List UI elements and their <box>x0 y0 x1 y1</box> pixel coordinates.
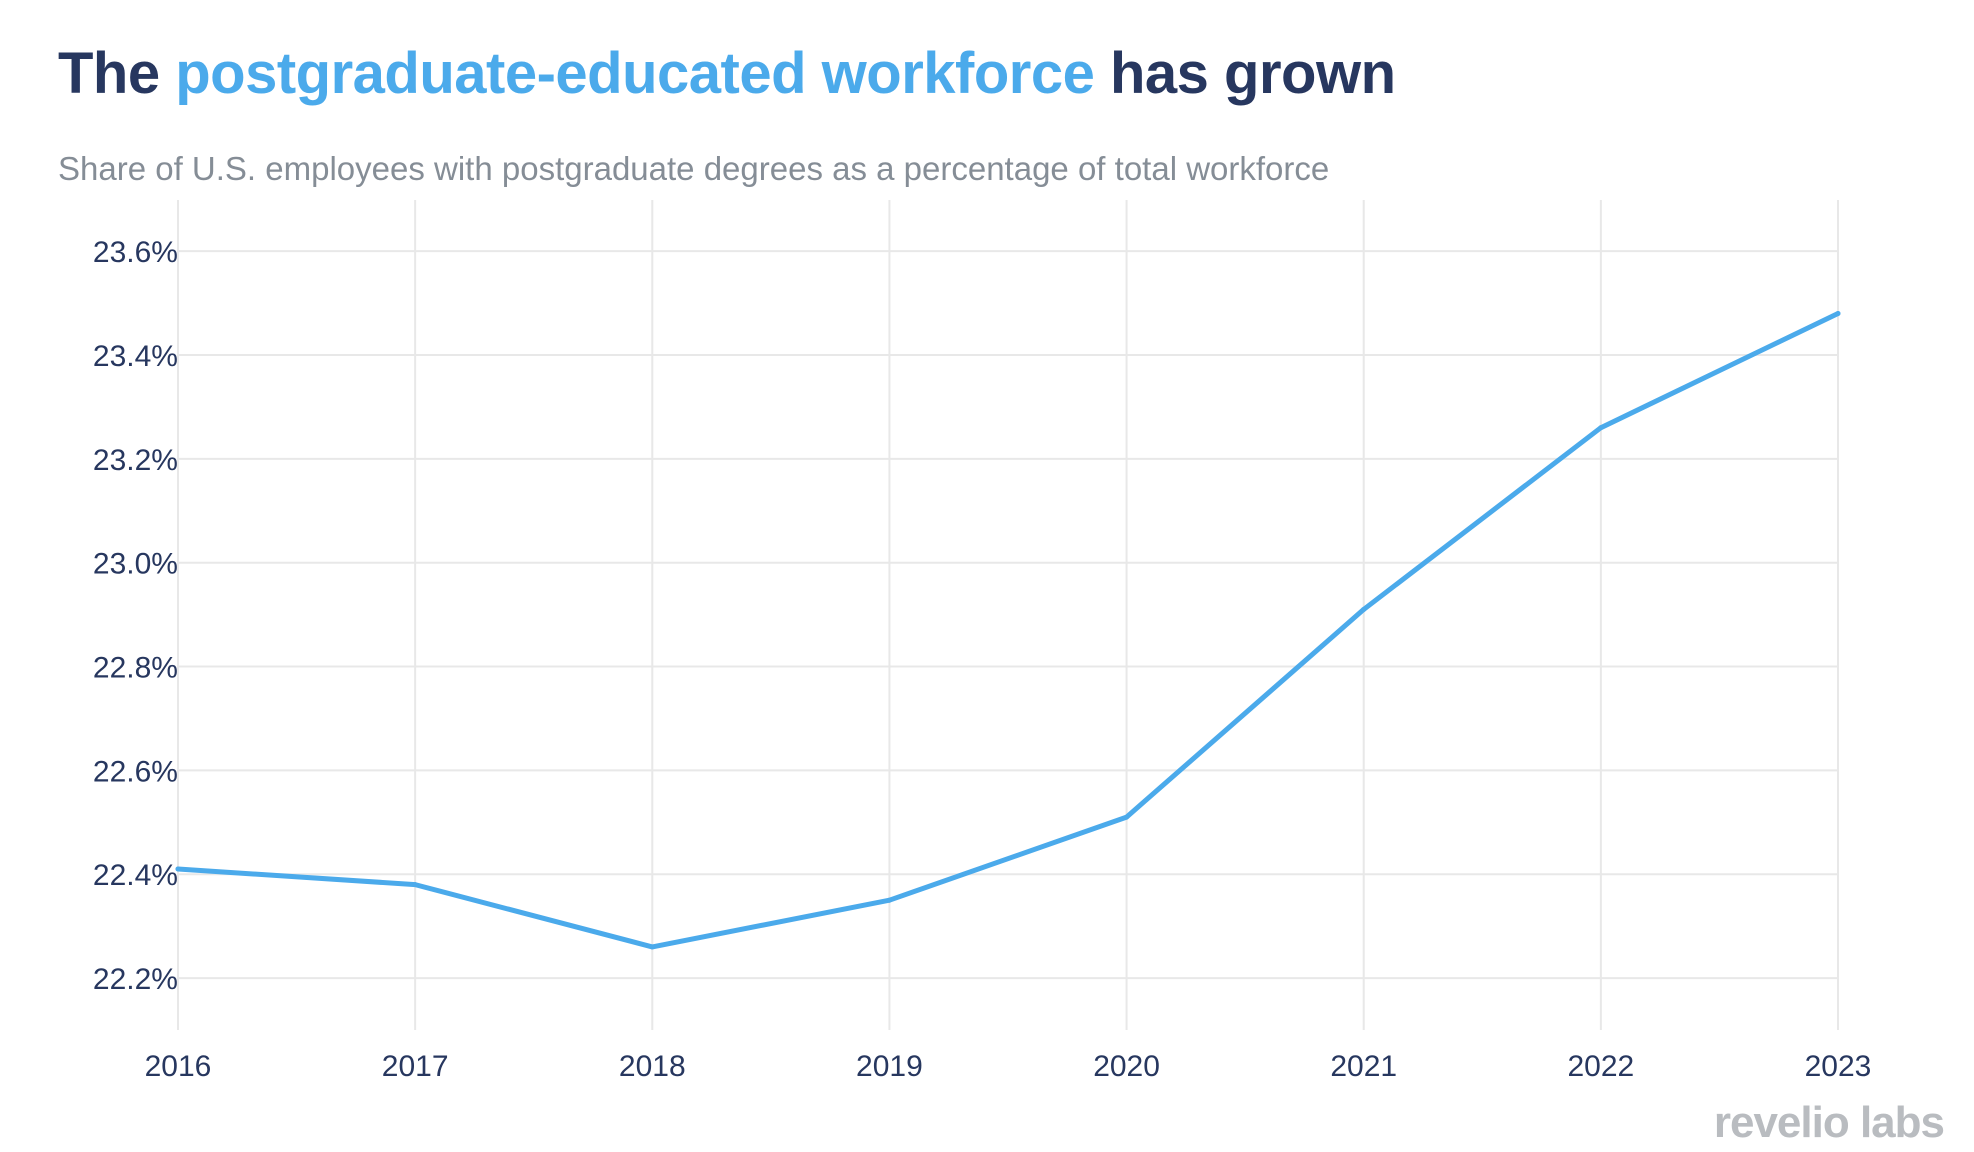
y-gridlines <box>178 250 1838 980</box>
series-line <box>175 310 1841 950</box>
x-tick-label: 2019 <box>856 1050 923 1083</box>
y-tick-label: 22.4% <box>93 859 178 892</box>
data-point <box>1361 606 1367 612</box>
y-tick-label: 22.8% <box>93 652 178 685</box>
title-part-2: has grown <box>1094 41 1396 106</box>
title-highlight: postgraduate-educated workforce <box>175 41 1095 106</box>
y-tick-label: 23.4% <box>93 340 178 373</box>
x-tick-label: 2020 <box>1093 1050 1160 1083</box>
x-axis-tick-labels: 2016 2017 2018 2019 2020 2021 2022 2023 <box>145 1050 1872 1083</box>
y-tick-label: 23.6% <box>93 236 178 269</box>
x-tick-label: 2021 <box>1330 1050 1397 1083</box>
y-tick-label: 22.2% <box>93 963 178 996</box>
data-point <box>175 866 181 872</box>
y-axis-tick-labels: 22.2% 22.4% 22.6% 22.8% 23.0% 23.2% 23.4% 23.6% <box>93 236 178 996</box>
revelio-labs-logo: revelio labs <box>1713 1098 1945 1147</box>
series-group <box>175 310 1841 950</box>
x-tick-label: 2018 <box>619 1050 686 1083</box>
x-tick-label: 2022 <box>1567 1050 1634 1083</box>
y-tick-label: 23.0% <box>93 548 178 581</box>
data-point <box>412 882 418 888</box>
title-part-1: The <box>58 41 176 106</box>
data-point <box>1835 310 1841 316</box>
x-tick-label: 2016 <box>145 1050 212 1083</box>
x-tick-label: 2023 <box>1805 1050 1872 1083</box>
chart-title: The postgraduate-educated workforce has … <box>58 40 1396 107</box>
y-tick-label: 23.2% <box>93 444 178 477</box>
data-point <box>1598 425 1604 431</box>
x-gridlines <box>177 200 1839 1030</box>
data-point <box>886 897 892 903</box>
data-point <box>649 944 655 950</box>
y-tick-label: 22.6% <box>93 755 178 788</box>
x-tick-label: 2017 <box>382 1050 449 1083</box>
chart-subtitle: Share of U.S. employees with postgraduat… <box>58 150 1330 187</box>
data-point <box>1124 814 1130 820</box>
